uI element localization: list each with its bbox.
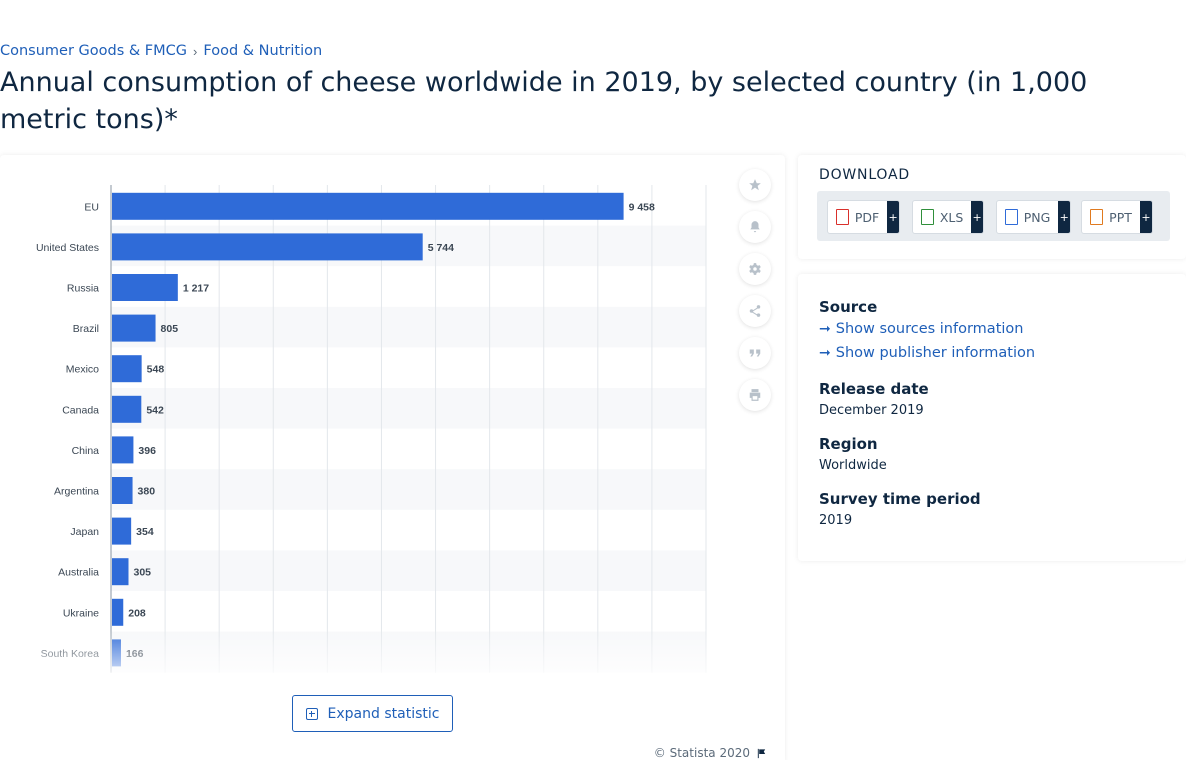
download-png-plus[interactable]: +: [1058, 201, 1070, 233]
ppt-file-icon: [1090, 209, 1104, 225]
star-icon[interactable]: [739, 169, 771, 201]
gear-icon[interactable]: [739, 253, 771, 285]
breadcrumb: Consumer Goods & FMCG › Food & Nutrition: [0, 43, 322, 59]
category-label: Brazil: [73, 323, 99, 335]
download-card: DOWNLOAD PDF + XLS + PNG + PPT +: [798, 155, 1186, 259]
copyright: © Statista 2020: [654, 746, 767, 760]
download-pdf-label: PDF: [854, 209, 880, 225]
bar-australia: [112, 558, 129, 586]
bar-eu: [112, 192, 624, 220]
value-label: 542: [146, 404, 164, 416]
breadcrumb-separator: ›: [193, 43, 198, 59]
arrow-right-icon: ➞: [819, 345, 831, 361]
download-xls-plus[interactable]: +: [971, 201, 983, 233]
download-ppt-label: PPT: [1109, 209, 1132, 225]
category-label: Canada: [62, 404, 99, 416]
bell-icon[interactable]: [739, 211, 771, 243]
show-sources-link[interactable]: ➞ Show sources information: [819, 321, 1023, 337]
value-label: 380: [138, 486, 156, 498]
bar-japan: [112, 517, 132, 545]
row-band: [111, 469, 706, 510]
category-label: Australia: [58, 567, 99, 579]
page-title: Annual consumption of cheese worldwide i…: [0, 67, 1088, 135]
download-xls-label: XLS: [939, 209, 964, 225]
arrow-right-icon: ➞: [819, 321, 831, 337]
bar-mexico: [112, 355, 142, 383]
value-label: 5 744: [428, 242, 454, 254]
chart-card: EU 9 458 United States 5 744 Russia 1 217 Braz…: [0, 155, 785, 760]
download-ppt-button[interactable]: PPT +: [1081, 200, 1153, 234]
download-pdf-button[interactable]: PDF +: [827, 200, 900, 234]
download-xls-button[interactable]: XLS +: [912, 200, 984, 234]
breadcrumb-link-consumer-goods[interactable]: Consumer Goods & FMCG: [0, 43, 188, 59]
value-label: 9 458: [629, 201, 655, 213]
bar-brazil: [112, 314, 156, 342]
show-publisher-link[interactable]: ➞ Show publisher information: [819, 345, 1035, 361]
source-heading: Source: [819, 298, 878, 316]
region-heading: Region: [819, 435, 878, 453]
row-band: [111, 306, 706, 348]
survey-period-value: 2019: [819, 513, 853, 528]
release-date-value: December 2019: [819, 403, 924, 418]
download-png-label: PNG: [1023, 209, 1051, 225]
value-label: 805: [161, 323, 179, 335]
value-label: 354: [136, 526, 154, 538]
show-sources-label: Show sources information: [835, 321, 1024, 337]
value-label: 548: [147, 364, 165, 376]
survey-period-heading: Survey time period: [819, 490, 981, 508]
category-label: China: [72, 445, 100, 457]
pdf-file-icon: [836, 209, 849, 225]
category-label: Russia: [67, 283, 99, 295]
png-file-icon: [1005, 209, 1018, 225]
flag-icon[interactable]: [756, 748, 767, 759]
expand-icon: [305, 707, 318, 720]
value-label: 208: [128, 607, 146, 619]
chart-tools: [739, 169, 771, 421]
category-label: Mexico: [66, 364, 99, 376]
download-pdf-plus[interactable]: +: [887, 201, 899, 233]
value-label: 1 217: [183, 283, 209, 295]
download-png-button[interactable]: PNG +: [996, 200, 1071, 234]
quote-icon[interactable]: [739, 337, 771, 369]
bar-china: [112, 436, 134, 464]
download-bar: PDF + XLS + PNG + PPT +: [817, 191, 1170, 241]
download-title: DOWNLOAD: [819, 167, 910, 183]
category-label: Japan: [70, 526, 99, 538]
bar-ukraine: [112, 598, 124, 626]
category-label: Argentina: [54, 486, 99, 498]
row-band: [111, 550, 706, 591]
copyright-text: © Statista 2020: [653, 746, 750, 760]
show-publisher-label: Show publisher information: [835, 345, 1036, 361]
bar-chart: EU 9 458 United States 5 744 Russia 1 217 Braz…: [0, 185, 735, 673]
value-label: 396: [138, 445, 156, 457]
print-icon[interactable]: [739, 379, 771, 411]
expand-statistic-label: Expand statistic: [327, 705, 440, 722]
info-card: Source ➞ Show sources information ➞ Show…: [798, 274, 1186, 561]
category-label: EU: [84, 201, 99, 213]
region-value: Worldwide: [819, 458, 887, 473]
bar-canada: [112, 395, 142, 423]
xls-file-icon: [921, 209, 934, 225]
value-label: 305: [133, 567, 151, 579]
bar-united-states: [112, 233, 423, 261]
category-label: United States: [36, 242, 99, 254]
row-band: [111, 388, 706, 429]
expand-statistic-button[interactable]: Expand statistic: [292, 695, 453, 732]
chart-fade-overlay: [0, 627, 735, 673]
release-date-heading: Release date: [819, 380, 929, 398]
category-label: Ukraine: [63, 607, 99, 619]
breadcrumb-link-food-nutrition[interactable]: Food & Nutrition: [203, 43, 323, 59]
bar-argentina: [112, 477, 133, 504]
bar-russia: [112, 274, 178, 301]
share-icon[interactable]: [739, 295, 771, 327]
download-ppt-plus[interactable]: +: [1139, 201, 1152, 233]
